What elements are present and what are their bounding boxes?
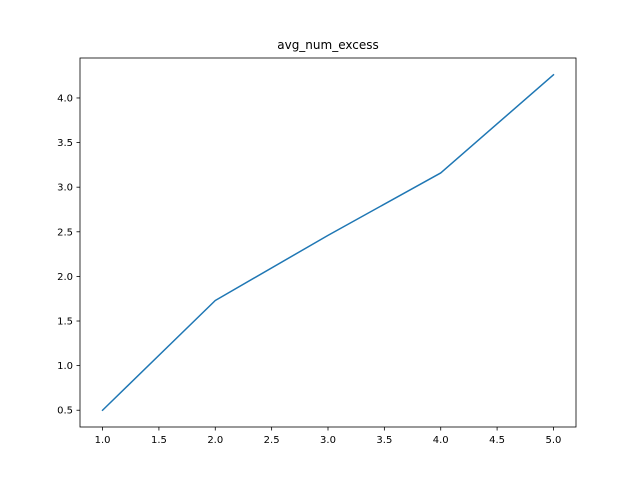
y-tick-label: 4.0 (57, 93, 73, 104)
y-tick-label: 2.0 (57, 272, 73, 283)
x-tick-label: 1.5 (151, 435, 167, 446)
y-tick-label: 0.5 (57, 406, 73, 417)
series-line (101, 73, 555, 412)
x-tick-label: 4.0 (433, 435, 449, 446)
x-tick-label: 2.5 (264, 435, 280, 446)
plot-area: 1.0 1.5 2.0 2.5 3.0 3.5 4.0 4.5 5.0 0.5 1.0 1.5 2.0 2… (57, 73, 562, 446)
x-tick-label: 4.5 (489, 435, 505, 446)
y-tick-label: 3.5 (57, 138, 73, 149)
x-tick-label: 5.0 (546, 435, 562, 446)
x-tick-label: 3.0 (320, 435, 336, 446)
y-tick-label: 1.0 (57, 361, 73, 372)
x-tick-label: 3.5 (376, 435, 392, 446)
y-tick-label: 1.5 (57, 317, 73, 328)
y-tick-label: 3.0 (57, 183, 73, 194)
x-tick-label: 1.0 (95, 435, 111, 446)
y-tick-label: 2.5 (57, 227, 73, 238)
x-tick-label: 2.0 (207, 435, 223, 446)
axes-frame (79, 57, 577, 428)
chart-title: avg_num_excess (277, 38, 379, 52)
